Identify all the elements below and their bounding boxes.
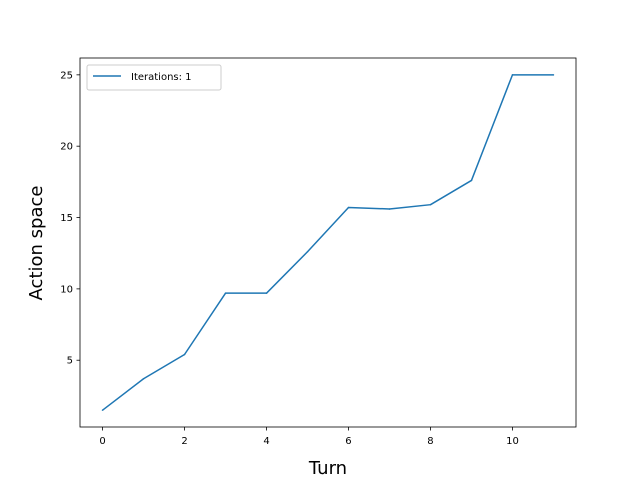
- legend-box: [86, 64, 222, 91]
- data-point: [511, 74, 514, 76]
- data-point: [347, 206, 350, 209]
- data-point: [142, 378, 145, 380]
- plot-layer: [101, 74, 555, 411]
- legend: Iterations: 1: [86, 64, 222, 91]
- data-point: [224, 292, 227, 294]
- plot-frame: [79, 57, 577, 428]
- data-point: [429, 203, 432, 206]
- legend-label: Iterations: 1: [131, 72, 192, 83]
- x-tick-label: 10: [506, 436, 519, 447]
- series-line-0: [102, 74, 554, 411]
- data-point: [388, 208, 391, 210]
- x-tick-label: 0: [99, 436, 105, 447]
- y-tick-label: 10: [60, 284, 73, 295]
- x-axis-title: Turn: [308, 458, 347, 479]
- x-tick-label: 8: [427, 436, 433, 447]
- y-tick-label: 15: [60, 213, 73, 224]
- data-point: [470, 179, 473, 182]
- y-tick-label: 5: [67, 356, 73, 367]
- data-point: [101, 409, 104, 411]
- data-point: [183, 353, 186, 356]
- x-tick-label: 2: [181, 436, 187, 447]
- x-tick-label: 4: [263, 436, 269, 447]
- y-axis-title: Action space: [26, 186, 47, 301]
- data-point: [306, 251, 309, 253]
- tick-layer: 0 2 4 6 8 10 5 10 15 20 25: [60, 70, 519, 447]
- data-point: [265, 292, 268, 294]
- y-tick-label: 25: [60, 70, 73, 81]
- x-tick-label: 6: [345, 436, 351, 447]
- data-point: [552, 74, 555, 76]
- y-tick-label: 20: [60, 142, 73, 153]
